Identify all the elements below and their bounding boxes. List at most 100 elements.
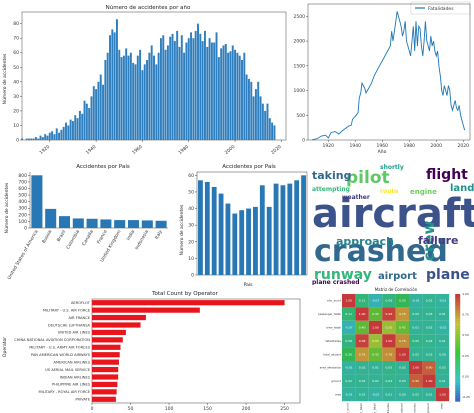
heatmap-cell-value: 0.02 (372, 379, 379, 383)
heatmap-cell-value: 1.00 (386, 339, 393, 343)
colorbar-segment (455, 347, 461, 351)
bar (231, 45, 234, 140)
y-tick-label: PAN AMERICAN WORLD AIRWAYS (31, 353, 91, 357)
heatmap-cell (422, 361, 436, 375)
heatmap-cell-value: 0.02 (412, 393, 419, 397)
bar (252, 96, 255, 140)
col-label: crew_fatali (373, 403, 377, 413)
heatmap-cell-value: 0.00 (439, 352, 446, 356)
y-tick-label: 400 (18, 199, 27, 205)
bar (99, 74, 102, 140)
row-label: ground (331, 379, 341, 383)
bar (239, 210, 245, 275)
wordcloud-word: crashed (314, 234, 448, 269)
bar (157, 52, 160, 140)
heatmap-cell (409, 374, 423, 388)
heatmap-cell (409, 361, 423, 375)
y-tick-label: 50 (13, 65, 19, 71)
x-tick-label: 1980 (404, 143, 416, 149)
bar (41, 137, 44, 140)
x-tick-label: India (126, 229, 137, 242)
bar (236, 52, 239, 140)
colorbar-segment (455, 385, 461, 389)
bar (118, 49, 121, 141)
bar (280, 185, 286, 275)
heatmap-cell-value: 0.01 (359, 393, 366, 397)
heatmap-cell (435, 294, 450, 308)
colorbar-segment (455, 344, 461, 349)
heatmap-cell (422, 347, 436, 361)
wordcloud-word: runway (314, 267, 372, 283)
heatmap-cell (395, 294, 409, 308)
bar (146, 60, 149, 140)
x-tick-label: Russia (41, 229, 54, 245)
col-label: mes (440, 403, 444, 409)
colorbar-tick-label: -0.25 (462, 395, 470, 399)
heatmap-cell (382, 387, 396, 402)
bar (92, 307, 200, 313)
wordcloud-word: route (380, 188, 398, 195)
heatmap-cell-value: 0.04 (386, 379, 393, 383)
heatmap-cell (422, 334, 436, 348)
heatmap-cell-value: 0.01 (439, 312, 446, 316)
col-label: passenger_fatali (359, 403, 363, 413)
y-tick-label: 200 (18, 212, 27, 218)
heatmap-cell-value: 0.01 (412, 326, 419, 330)
bar (238, 55, 241, 140)
bar (204, 181, 210, 275)
colorbar-segment (455, 395, 461, 400)
heatmap-cell (422, 374, 436, 388)
bar (171, 33, 174, 141)
bar (92, 374, 119, 380)
bar (67, 125, 70, 140)
x-tick-label: 2020 (270, 144, 283, 155)
x-tick-label: 1920 (323, 143, 335, 149)
colorbar-segment (455, 339, 461, 343)
bar (125, 48, 128, 141)
heatmap-cell-value: 0.05 (386, 366, 393, 370)
heatmap-cell-value: 1.00 (412, 366, 419, 370)
wordcloud-word: crew (420, 221, 438, 261)
colorbar-segment (455, 379, 461, 383)
colorbar-segment (455, 374, 461, 378)
row-label: passenger_fatali (318, 312, 341, 316)
heatmap-cell-value: 0.11 (345, 312, 352, 316)
bar (164, 49, 167, 141)
bar (217, 57, 220, 140)
bar (294, 180, 300, 275)
bar (243, 52, 246, 140)
heatmap-cell (409, 347, 423, 361)
bar (143, 64, 146, 140)
bar (301, 175, 306, 275)
bar (92, 322, 141, 328)
bar (104, 60, 107, 140)
wordcloud-word: failure (418, 234, 458, 247)
heatmap-cell-value: 0.02 (426, 299, 433, 303)
plot-frame (91, 298, 301, 404)
heatmap-cell (395, 307, 409, 321)
heatmap-cell-value: 0.40 (359, 326, 366, 330)
y-tick-label: 2000 (294, 39, 306, 45)
colorbar-segment (455, 318, 461, 322)
y-tick-label: 0 (16, 138, 19, 144)
bar (257, 81, 260, 140)
chart-count-by-operator: Total Count by Operator Operator AEROFLO… (0, 287, 310, 413)
heatmap-cell-value: 0.76 (359, 352, 366, 356)
bar (268, 118, 271, 140)
heatmap-cell-value: 1.00 (399, 352, 406, 356)
row-label: total_aboard (323, 352, 341, 356)
col-label: total_aboard (399, 403, 403, 413)
wordcloud-word: approach (336, 235, 394, 248)
heatmap-cell (342, 307, 356, 321)
heatmap-cell-value: 1.00 (439, 393, 446, 397)
heatmap-cell (395, 347, 409, 361)
colorbar-segment (455, 302, 461, 306)
y-tick-label: 10 (13, 123, 19, 129)
y-tick-label: 1500 (294, 63, 306, 69)
bar (120, 57, 123, 140)
bar (92, 389, 117, 395)
bar (139, 49, 142, 141)
wordcloud-word: plane (426, 267, 470, 283)
accidents-per-year-svg: Número de accidentes por año Número de a… (1, 4, 287, 155)
wordcloud-word: plane crashed (312, 279, 360, 285)
